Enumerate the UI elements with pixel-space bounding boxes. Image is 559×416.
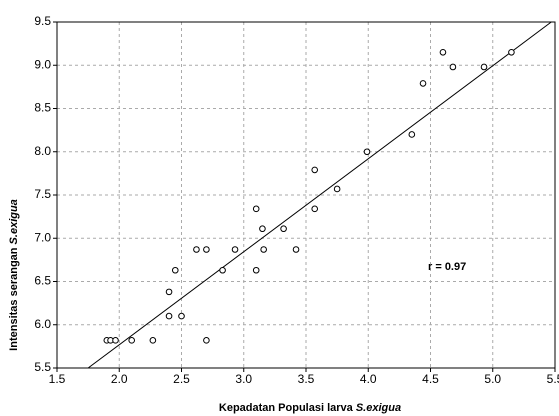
point	[408, 131, 416, 138]
x-tick-label: 1.5	[49, 372, 66, 386]
y-tick-label: 6.5	[34, 274, 51, 288]
annotation: r = 0.97	[428, 261, 466, 273]
point	[292, 246, 300, 253]
y-axis-label: Intensitas serangan S.exigua	[8, 199, 20, 351]
point	[112, 337, 119, 344]
point	[252, 266, 260, 274]
point	[480, 63, 488, 71]
x-tick-label: 4.0	[360, 372, 377, 386]
point	[149, 337, 157, 344]
point	[311, 166, 319, 174]
point	[333, 185, 341, 193]
point	[203, 246, 210, 253]
point	[449, 63, 457, 71]
y-axis-label-species: S.exigua	[8, 199, 20, 244]
point	[419, 80, 427, 87]
y-tick-label: 6.0	[34, 317, 51, 331]
point	[171, 266, 179, 274]
point	[165, 288, 173, 296]
point	[260, 246, 267, 253]
point	[231, 246, 239, 253]
x-tick-label: 4.5	[422, 372, 439, 386]
trend-line	[87, 21, 552, 369]
y-tick-label: 5.5	[34, 360, 51, 374]
point	[363, 148, 371, 156]
x-axis-label-text: Kepadatan Populasi larva	[219, 402, 354, 414]
point	[178, 312, 185, 320]
point	[259, 225, 266, 233]
y-axis-label-text: Intensitas serangan	[8, 247, 20, 351]
point	[165, 312, 173, 320]
point	[252, 205, 260, 213]
point	[311, 205, 319, 213]
x-tick-label: 3.0	[235, 372, 252, 386]
x-tick-label: 2.5	[173, 372, 190, 386]
point	[219, 266, 226, 274]
point	[508, 48, 515, 56]
y-tick-label: 7.5	[34, 187, 51, 201]
y-tick-label: 9.0	[34, 57, 51, 71]
y-tick-label: 8.0	[34, 144, 51, 158]
point	[193, 246, 200, 253]
y-tick-label: 7.0	[34, 230, 51, 244]
point	[439, 48, 447, 56]
x-tick-label: 5.0	[484, 372, 501, 386]
x-axis-label: Kepadatan Populasi larva S.exigua	[219, 402, 401, 414]
plot-frame	[56, 21, 556, 369]
point	[203, 337, 210, 344]
point	[128, 337, 135, 344]
y-tick-label: 8.5	[34, 101, 51, 115]
point	[280, 225, 287, 233]
y-tick-label: 9.5	[34, 14, 51, 28]
x-tick-label: 2.0	[111, 372, 128, 386]
x-axis-label-species: S.exigua	[356, 402, 401, 414]
x-tick-label: 5.5	[547, 372, 559, 386]
x-tick-label: 3.5	[298, 372, 315, 386]
